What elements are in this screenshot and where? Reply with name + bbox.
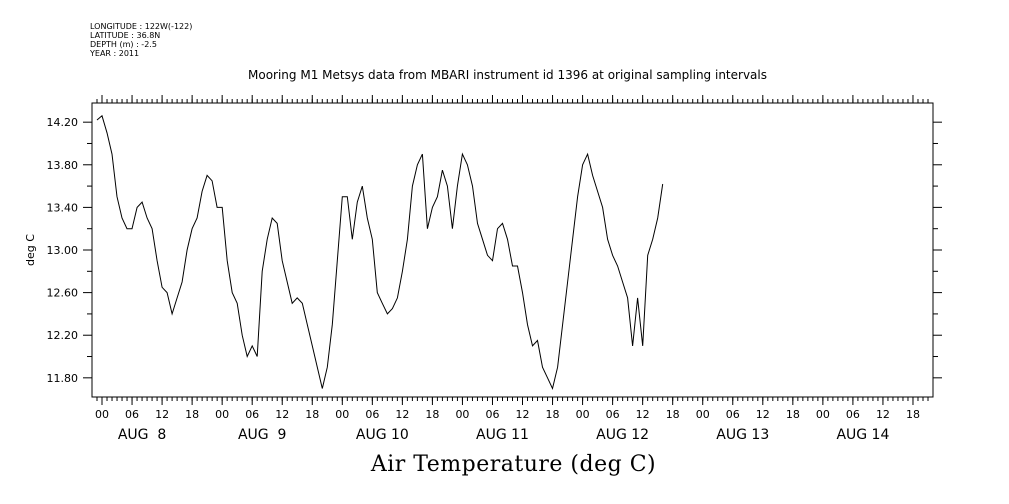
x-tick-label: 06 — [606, 408, 620, 421]
x-tick-label: 06 — [125, 408, 139, 421]
y-axis-label: deg C — [24, 234, 37, 266]
x-tick-label: 18 — [305, 408, 319, 421]
x-tick-label: 00 — [335, 408, 349, 421]
x-day-label: AUG 10 — [356, 427, 409, 443]
y-tick-label: 13.80 — [47, 159, 79, 172]
x-tick-label: 00 — [816, 408, 830, 421]
x-day-label: AUG 8 — [118, 427, 166, 443]
y-tick-label: 12.20 — [47, 329, 79, 342]
longitude-label: LONGITUDE : 122W(-122) — [90, 22, 193, 31]
metadata-block: LONGITUDE : 122W(-122) LATITUDE : 36.8N … — [90, 22, 192, 58]
y-tick-label: 13.40 — [47, 201, 79, 214]
x-axis: 00 06 12 18 00 06 12 18 00 06 12 18 00 06 12 18 00 06 12 18… — [95, 95, 920, 443]
chart-main-title: Air Temperature (deg C) — [370, 452, 657, 477]
x-day-label: AUG 12 — [596, 427, 649, 443]
x-tick-label: 12 — [756, 408, 770, 421]
x-tick-label: 18 — [786, 408, 800, 421]
x-tick-label: 18 — [666, 408, 680, 421]
x-tick-label: 06 — [365, 408, 379, 421]
depth-label: DEPTH (m) : -2.5 — [90, 40, 157, 49]
x-day-label: AUG 9 — [238, 427, 286, 443]
y-axis: 14.20 13.80 13.40 13.00 12.60 12.20 11.80 — [47, 116, 942, 385]
x-tick-label: 06 — [485, 408, 499, 421]
x-tick-label: 18 — [546, 408, 560, 421]
plot-title: Mooring M1 Metsys data from MBARI instru… — [248, 68, 767, 82]
x-tick-label: 00 — [215, 408, 229, 421]
x-tick-label: 06 — [245, 408, 259, 421]
x-day-label: AUG 13 — [716, 427, 769, 443]
x-tick-label: 12 — [636, 408, 650, 421]
x-tick-label: 12 — [395, 408, 409, 421]
x-tick-label: 12 — [876, 408, 890, 421]
latitude-label: LATITUDE : 36.8N — [90, 31, 161, 40]
year-label: YEAR : 2011 — [90, 49, 140, 58]
plot-frame — [91, 102, 934, 398]
x-tick-label: 12 — [155, 408, 169, 421]
x-day-label: AUG 14 — [836, 427, 889, 443]
x-tick-label: 12 — [275, 408, 289, 421]
x-tick-label: 00 — [576, 408, 590, 421]
y-tick-label: 12.60 — [47, 287, 79, 300]
y-tick-label: 13.00 — [47, 244, 79, 257]
x-tick-label: 00 — [455, 408, 469, 421]
x-tick-label: 06 — [726, 408, 740, 421]
y-tick-label: 11.80 — [47, 372, 79, 385]
minor-ticks — [96, 99, 929, 401]
x-tick-label: 12 — [516, 408, 530, 421]
air-temperature-series-line — [96, 114, 664, 391]
x-tick-label: 00 — [95, 408, 109, 421]
x-tick-label: 18 — [906, 408, 920, 421]
x-day-label: AUG 11 — [476, 427, 529, 443]
x-tick-label: 18 — [185, 408, 199, 421]
y-tick-label: 14.20 — [47, 116, 79, 129]
x-tick-label: 18 — [425, 408, 439, 421]
x-tick-label: 00 — [696, 408, 710, 421]
x-tick-label: 06 — [846, 408, 860, 421]
